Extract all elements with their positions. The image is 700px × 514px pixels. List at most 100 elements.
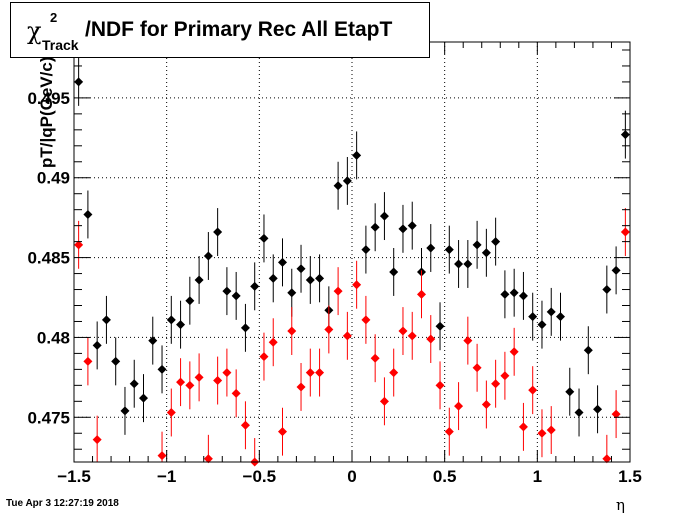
data-point — [315, 273, 325, 283]
data-point — [426, 334, 436, 344]
x-axis-label: η — [616, 496, 625, 514]
x-tick-label: 0 — [347, 467, 356, 486]
data-point — [463, 336, 473, 346]
data-point — [129, 379, 139, 389]
data-point — [324, 324, 334, 334]
data-point — [83, 356, 93, 366]
data-point — [491, 379, 501, 389]
y-tick-label: 0.495 — [27, 89, 70, 108]
data-point — [620, 130, 630, 140]
data-point — [611, 409, 621, 419]
x-tick-label: −0.5 — [243, 467, 277, 486]
data-point — [426, 243, 436, 253]
data-point — [398, 326, 408, 336]
data-point — [435, 380, 445, 390]
tick-labels: −1.5 −1 −0.5 0 0.5 1 1.5 0.475 0.48 0.485 0.49 0.49… — [27, 89, 641, 486]
data-point — [352, 280, 362, 290]
data-point — [111, 356, 121, 366]
data-point — [481, 400, 491, 410]
data-point — [454, 401, 464, 411]
chart-title-box: χ 2 Track /NDF for Primary Rec All EtapT — [10, 2, 430, 58]
y-tick-label: 0.475 — [27, 408, 70, 427]
data-point — [537, 428, 547, 438]
data-point — [500, 289, 510, 299]
timestamp: Tue Apr 3 12:27:19 2018 — [6, 498, 119, 509]
series-0 — [74, 57, 630, 437]
data-point — [379, 396, 389, 406]
data-point — [203, 251, 213, 261]
data-point — [194, 275, 204, 285]
data-point — [268, 273, 278, 283]
data-point — [139, 393, 148, 403]
data-point — [259, 233, 269, 243]
data-point — [435, 321, 445, 331]
data-point — [389, 368, 399, 378]
data-point — [537, 320, 547, 330]
data-point — [305, 275, 315, 285]
data-point — [463, 259, 473, 269]
data-point — [518, 422, 528, 432]
x-tick-label: 0.5 — [433, 467, 457, 486]
data-point — [278, 427, 287, 437]
x-tick-label: 1.5 — [618, 467, 642, 486]
data-point — [602, 285, 612, 295]
data-point — [602, 454, 612, 464]
data-points — [74, 57, 630, 467]
data-point — [620, 227, 630, 237]
data-point — [565, 387, 575, 397]
y-tick-label: 0.485 — [27, 249, 70, 268]
data-point — [185, 296, 195, 306]
data-point — [259, 352, 269, 362]
title-chi-symbol: χ — [27, 17, 42, 45]
data-point — [481, 248, 491, 258]
data-point — [444, 427, 454, 437]
data-point — [574, 407, 584, 417]
data-point — [509, 347, 519, 357]
data-point — [120, 406, 130, 416]
data-point — [296, 382, 306, 392]
data-point — [305, 368, 315, 378]
data-point — [417, 289, 426, 299]
data-point — [203, 454, 213, 464]
data-point — [278, 257, 287, 267]
data-point — [231, 291, 241, 301]
title-superscript: 2 — [50, 10, 58, 25]
y-axis-label: pT/|qP(GeV/c) — [37, 56, 56, 169]
x-tick-label: −1.5 — [57, 467, 91, 486]
data-point — [231, 388, 241, 398]
data-point — [213, 376, 223, 386]
data-point — [92, 340, 102, 350]
data-point — [546, 425, 556, 435]
data-point — [472, 363, 482, 373]
data-point — [361, 245, 371, 255]
data-point — [92, 435, 102, 445]
data-point — [491, 237, 501, 247]
x-tick-label: −1 — [157, 467, 176, 486]
data-point — [361, 315, 371, 325]
data-point — [213, 227, 223, 237]
y-tick-label: 0.49 — [37, 169, 70, 188]
data-point — [407, 331, 417, 341]
data-point — [509, 288, 519, 298]
data-point — [528, 385, 538, 395]
data-point — [454, 259, 464, 269]
series-1 — [74, 208, 630, 467]
data-point — [546, 307, 556, 317]
data-point — [370, 222, 380, 232]
data-point — [315, 368, 325, 378]
data-point — [176, 377, 186, 387]
title-subscript: Track — [42, 37, 79, 53]
data-point — [611, 265, 621, 275]
data-point — [370, 353, 380, 363]
data-point — [333, 181, 343, 191]
chart-title: /NDF for Primary Rec All EtapT — [85, 18, 393, 41]
data-point — [398, 224, 408, 234]
data-point — [185, 380, 195, 390]
data-point — [333, 286, 343, 296]
data-point — [444, 245, 454, 255]
data-point — [287, 288, 297, 298]
data-point — [528, 312, 538, 322]
data-point — [472, 240, 482, 250]
data-point — [157, 451, 167, 461]
